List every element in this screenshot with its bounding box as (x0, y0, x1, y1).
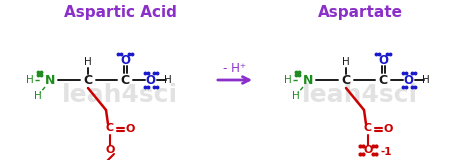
Text: H: H (292, 91, 300, 101)
Text: H: H (342, 57, 350, 67)
Text: H: H (84, 57, 92, 67)
Text: - H⁺: - H⁺ (224, 61, 246, 75)
Text: O: O (378, 53, 388, 67)
Text: C: C (106, 123, 114, 133)
Text: H: H (422, 75, 430, 85)
Text: C: C (378, 73, 388, 87)
Text: H: H (34, 91, 42, 101)
Text: O: O (403, 73, 413, 87)
Text: leah4sci: leah4sci (62, 83, 178, 107)
Text: N: N (303, 73, 313, 87)
Text: O: O (383, 124, 392, 134)
Text: O: O (120, 53, 130, 67)
Text: Aspartic Acid: Aspartic Acid (64, 4, 176, 20)
Text: N: N (45, 73, 55, 87)
Text: O: O (125, 124, 135, 134)
Text: C: C (83, 73, 92, 87)
Text: H: H (26, 75, 34, 85)
Text: O: O (145, 73, 155, 87)
Text: Aspartate: Aspartate (318, 4, 402, 20)
Text: C: C (364, 123, 372, 133)
Text: C: C (341, 73, 351, 87)
Text: H: H (284, 75, 292, 85)
Text: C: C (120, 73, 129, 87)
Text: leah4sci: leah4sci (302, 83, 418, 107)
Text: -1: -1 (380, 147, 392, 157)
Text: O: O (363, 145, 373, 155)
Text: O: O (105, 145, 115, 155)
Text: H: H (164, 75, 172, 85)
